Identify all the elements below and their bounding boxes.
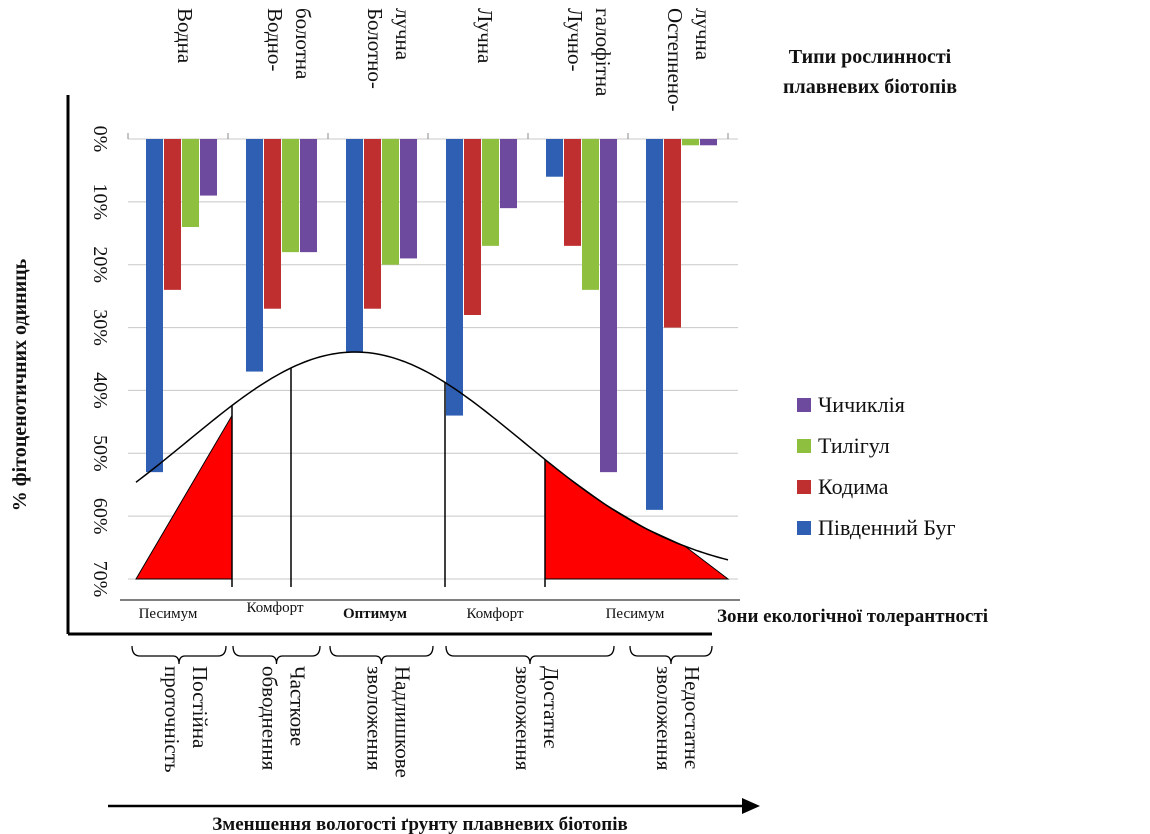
y-tick-labels: 0% 10% 20% 30% 40% 50% 60% 70% (89, 126, 111, 598)
legend-label: Кодима (818, 474, 889, 499)
moisture-label: Недостатнє (680, 666, 704, 769)
moisture-label: Надлишкове (391, 666, 415, 778)
category-label: Болотно- (363, 8, 387, 89)
bar-2-3 (364, 139, 381, 309)
tolerance-zone-label: Песимум (139, 606, 198, 622)
bar-3-1 (182, 139, 199, 227)
moisture-brace (232, 645, 321, 665)
category-axis-title-line-2: плавневих біотопів (783, 76, 957, 98)
moisture-label: зволоження (652, 666, 676, 771)
bar-3-3 (382, 139, 399, 265)
moisture-label: проточність (160, 666, 184, 773)
bar-1-5 (546, 139, 563, 177)
moisture-label: зволоження (363, 666, 387, 771)
y-tick-label: 50% (89, 435, 111, 472)
bar-4-6 (700, 139, 717, 146)
category-label: Лучно- (563, 8, 587, 72)
bar-1-4 (446, 139, 463, 416)
tolerance-zone-label: Песимум (606, 606, 665, 622)
legend-swatch (797, 480, 811, 494)
legend-swatch (797, 521, 811, 535)
tolerance-bell-curve (135, 351, 729, 561)
bar-2-5 (564, 139, 581, 246)
category-labels: Водна Водно-болотна Болотно-лучна Лучна Лучн… (173, 8, 715, 112)
moisture-label: зволоження (511, 666, 535, 771)
legend-swatch (797, 398, 811, 412)
bars (146, 139, 717, 510)
category-label: Водно- (263, 8, 287, 71)
moisture-brace (131, 645, 227, 665)
bottom-axis-title: Зменшення вологості ґрунту плавневих біо… (212, 814, 628, 834)
moisture-brace (629, 645, 713, 665)
legend-label: Південний Буг (818, 515, 956, 540)
y-tick-label: 0% (89, 126, 111, 153)
bar-1-6 (646, 139, 663, 510)
tolerance-zone-labels: Песимум Комфорт Оптимум Комфорт Песимум (139, 600, 665, 622)
tolerance-curve (120, 351, 740, 601)
bar-2-2 (264, 139, 281, 309)
category-label: галофітна (591, 8, 615, 97)
moisture-brace (445, 645, 615, 665)
bottom-arrow (108, 798, 760, 814)
category-label: лучна (391, 8, 415, 61)
legend-label: Тилігул (818, 433, 890, 458)
legend: Чичиклія Тилігул Кодима Південний Буг (797, 392, 956, 540)
axes (66, 95, 712, 636)
category-label: лучна (691, 8, 715, 61)
legend-label: Чичиклія (818, 392, 905, 417)
bar-1-3 (346, 139, 363, 353)
category-label: Лучна (473, 8, 497, 64)
category-axis-title-line-1: Типи рослинності (789, 46, 952, 68)
bar-3-6 (682, 139, 699, 146)
y-tick-label: 60% (89, 498, 111, 535)
bar-1-1 (146, 139, 163, 473)
bar-4-5 (600, 139, 617, 473)
tolerance-zone-label: Оптимум (343, 606, 407, 622)
moisture-brace (329, 645, 434, 665)
category-label: болотна (291, 8, 315, 80)
bar-2-4 (464, 139, 481, 315)
moisture-label: Достатнє (539, 666, 563, 748)
bar-2-1 (164, 139, 181, 290)
bar-4-2 (300, 139, 317, 253)
y-tick-label: 10% (89, 184, 111, 221)
bar-3-2 (282, 139, 299, 253)
category-label: Остепнено- (663, 8, 687, 112)
category-label: Водна (173, 8, 197, 64)
bar-4-4 (500, 139, 517, 209)
bar-4-3 (400, 139, 417, 259)
tolerance-zone-label: Комфорт (246, 600, 303, 616)
y-axis-title: % фітоценотичних одиниць (9, 258, 31, 511)
tolerance-zone-label: Комфорт (466, 606, 523, 622)
bar-2-6 (664, 139, 681, 328)
legend-swatch (797, 439, 811, 453)
tolerance-zones-title: Зони екологічної толерантності (717, 606, 988, 627)
moisture-label: обводнення (258, 666, 282, 771)
moisture-label: Постійна (188, 666, 212, 749)
y-tick-label: 30% (89, 309, 111, 346)
y-tick-label: 40% (89, 372, 111, 409)
bar-1-2 (246, 139, 263, 372)
pessimum-area-right (544, 458, 730, 580)
moisture-label: Часткове (286, 666, 310, 746)
bar-4-1 (200, 139, 217, 196)
bar-3-5 (582, 139, 599, 290)
y-tick-label: 70% (89, 561, 111, 598)
y-tick-label: 20% (89, 246, 111, 283)
bar-3-4 (482, 139, 499, 246)
